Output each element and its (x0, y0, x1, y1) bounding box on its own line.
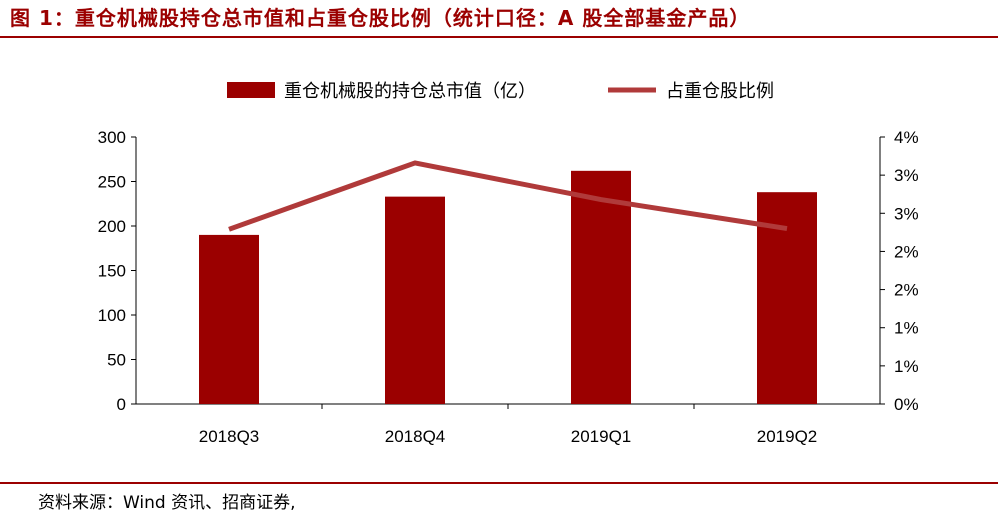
left-tick-label: 0 (117, 395, 126, 414)
x-tick-label: 2018Q3 (199, 427, 260, 446)
legend-bar-label: 重仓机械股的持仓总市值（亿） (284, 81, 536, 102)
left-tick-label: 300 (98, 128, 126, 147)
bar-2018Q3 (199, 234, 259, 404)
legend: 重仓机械股的持仓总市值（亿） 占重仓股比例 (227, 81, 774, 102)
legend-bar-swatch (227, 82, 275, 98)
right-tick-label: 4% (894, 128, 919, 147)
ratio-line (228, 160, 788, 232)
right-tick-label: 1% (894, 357, 919, 376)
source-divider (0, 482, 998, 484)
left-tick-label: 150 (98, 262, 126, 281)
ratio-line-path (228, 160, 788, 232)
right-tick-label: 2% (894, 242, 919, 261)
left-tick-label: 50 (107, 351, 126, 370)
x-tick-label: 2019Q2 (757, 427, 818, 446)
left-tick-label: 200 (98, 217, 126, 236)
right-tick-label: 3% (894, 166, 919, 185)
title-divider (0, 36, 998, 38)
legend-line-label: 占重仓股比例 (666, 81, 774, 102)
axes: 300 250 200 150 100 50 0 4% 3% 3% 2% 2% 1% 1% 0% (98, 128, 919, 414)
x-tick-label: 2019Q1 (571, 427, 632, 446)
x-axis-labels: 2018Q3 2018Q4 2019Q1 2019Q2 (199, 404, 818, 446)
x-tick-label: 2018Q4 (385, 427, 446, 446)
right-tick-label: 0% (894, 395, 919, 414)
right-tick-label: 2% (894, 281, 919, 300)
left-tick-label: 100 (98, 306, 126, 325)
left-tick-label: 250 (98, 173, 126, 192)
source-note: 资料来源：Wind 资讯、招商证券, (38, 493, 296, 513)
right-tick-label: 3% (894, 204, 919, 223)
bar-2019Q1 (571, 170, 631, 404)
right-tick-label: 1% (894, 319, 919, 338)
chart-title: 图 1：重仓机械股持仓总市值和占重仓股比例（统计口径：A 股全部基金产品） (10, 6, 751, 30)
bar-2018Q4 (385, 196, 445, 404)
